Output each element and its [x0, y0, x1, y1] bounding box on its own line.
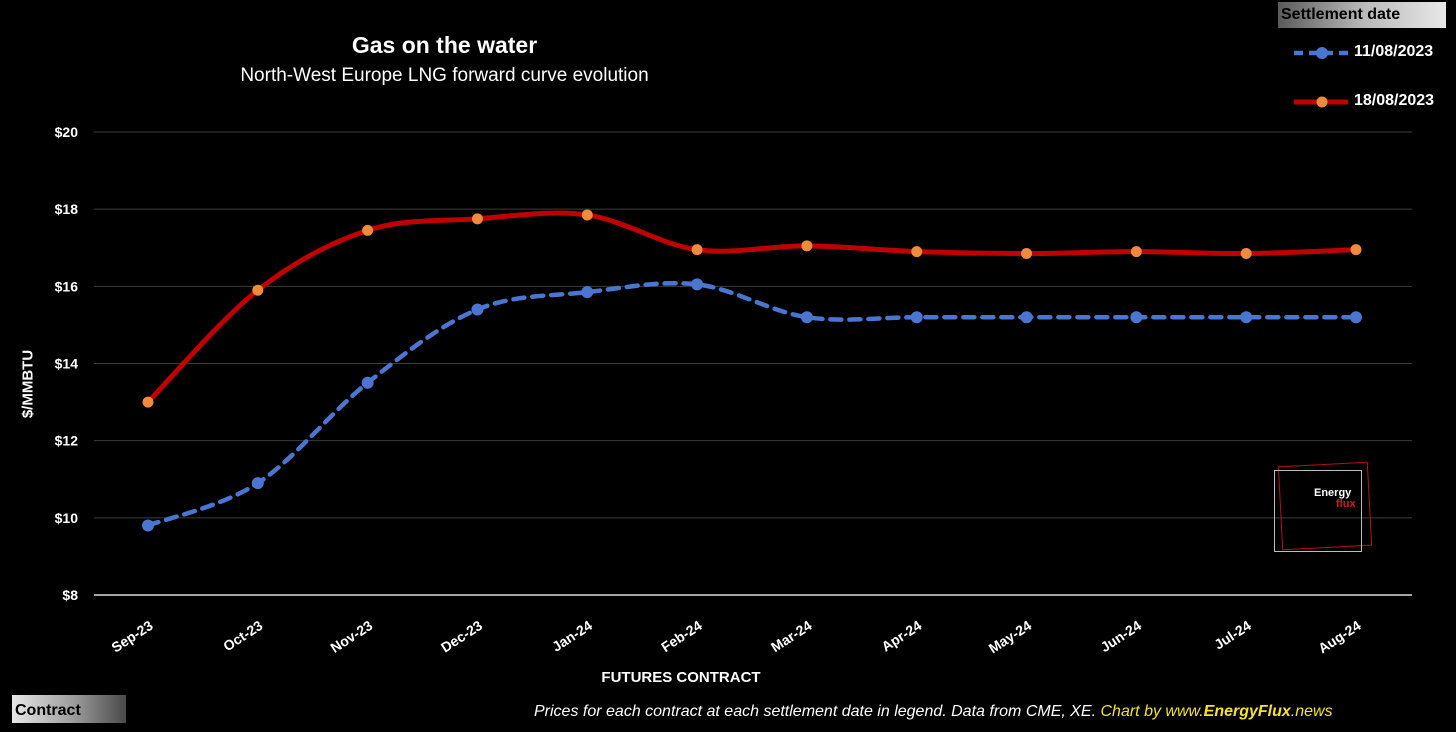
series-line-2 — [145, 210, 1359, 405]
series-2-point — [1130, 246, 1142, 258]
x-tick-label: Jul-24 — [1211, 617, 1254, 653]
credit-suffix: .news — [1290, 703, 1333, 720]
legend-swatch-series-2 — [1294, 96, 1348, 108]
credit-prefix: Chart by www. — [1100, 703, 1204, 720]
series-1-point — [1020, 311, 1033, 324]
footnote-text: Prices for each contract at each settlem… — [534, 703, 1101, 720]
legend-swatch-series-1 — [1294, 47, 1348, 59]
series-1-point — [800, 311, 813, 324]
y-tick-label: $20 — [55, 124, 79, 140]
y-tick-label: $14 — [55, 356, 79, 372]
gridlines — [94, 131, 1412, 596]
series-1-point — [1240, 311, 1253, 324]
series-2-point — [801, 240, 813, 252]
y-tick-label: $18 — [55, 201, 79, 217]
x-tick-label: Sep-23 — [108, 617, 155, 656]
x-tick-label: Jun-24 — [1097, 617, 1144, 655]
series-1-point — [251, 477, 264, 490]
series-2-point — [142, 396, 154, 408]
x-tick-label: Nov-23 — [327, 617, 375, 656]
series-lines — [145, 210, 1359, 528]
x-tick-label: Oct-23 — [220, 617, 265, 654]
series-1-point — [691, 278, 704, 291]
series-2-point — [1350, 244, 1362, 256]
contract-tag: Contract — [12, 695, 126, 723]
legend-label-series-1: 11/08/2023 — [1354, 43, 1434, 60]
y-tick-label: $8 — [62, 587, 78, 603]
legend-label-series-2: 18/08/2023 — [1354, 92, 1435, 109]
series-markers — [142, 209, 1362, 532]
series-1-point — [361, 376, 374, 389]
x-tick-labels: Sep-23 Oct-23 Nov-23 Dec-23 Jan-24 Feb-24 Mar-… — [108, 617, 1363, 656]
series-2-point — [362, 224, 374, 236]
series-1-point — [1130, 311, 1143, 324]
series-1-point — [1350, 311, 1362, 324]
series-2-point — [471, 213, 483, 225]
chart-title: Gas on the water — [351, 32, 538, 58]
chart-subtitle: North-West Europe LNG forward curve evol… — [240, 65, 649, 86]
series-line-1 — [145, 280, 1359, 528]
x-tick-label: Mar-24 — [768, 617, 815, 655]
x-tick-label: Jan-24 — [549, 617, 595, 655]
y-tick-labels: $8 $10 $12 $14 $16 $18 $20 — [55, 124, 79, 603]
y-tick-label: $12 — [55, 433, 79, 449]
legend-title: Settlement date — [1278, 2, 1446, 28]
series-1-point — [910, 311, 923, 324]
y-tick-label: $16 — [55, 278, 79, 294]
logo-word-flux: flux — [1336, 498, 1356, 510]
series-2-point — [1021, 248, 1033, 260]
footnote-credit: Chart by www.EnergyFlux.news — [1101, 703, 1333, 720]
x-tick-label: Dec-23 — [438, 617, 485, 656]
series-1-point — [471, 303, 484, 316]
energyflux-logo: Energy flux — [1266, 460, 1380, 560]
x-tick-label: Apr-24 — [878, 617, 924, 655]
logo-frame-grey — [1274, 470, 1362, 552]
x-tick-label: Feb-24 — [658, 617, 705, 655]
series-1-point — [142, 519, 154, 532]
footnote: Prices for each contract at each settlem… — [534, 703, 1333, 721]
series-2-point — [581, 209, 593, 221]
legend-item-series-2: 18/08/2023 — [1292, 91, 1454, 113]
credit-brand: EnergyFlux — [1203, 703, 1291, 720]
series-2-point — [911, 246, 923, 258]
series-2-point — [691, 244, 703, 256]
x-axis-label: FUTURES CONTRACT — [601, 669, 761, 686]
logo-word-energy: Energy — [1314, 487, 1352, 499]
y-tick-label: $10 — [55, 510, 79, 526]
series-2-point — [1240, 248, 1252, 260]
legend-item-series-1: 11/08/2023 — [1292, 42, 1454, 64]
series-2-point — [252, 284, 264, 296]
x-tick-label: May-24 — [986, 617, 1035, 656]
series-1-point — [581, 286, 594, 299]
x-tick-label: Aug-24 — [1315, 617, 1364, 656]
y-axis-label: $/MMBTU — [19, 349, 37, 419]
